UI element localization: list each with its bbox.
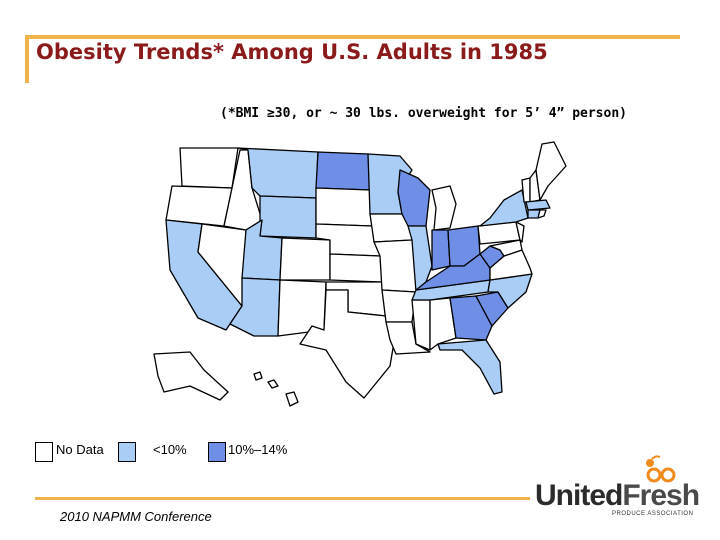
- state-wyoming: [259, 195, 317, 239]
- us-obesity-map: [153, 141, 567, 407]
- footer-rule: [35, 497, 685, 500]
- legend: No Data <10% 10%–14%: [30, 440, 300, 465]
- state-alaska: [153, 351, 229, 401]
- state-michigan: [431, 185, 457, 231]
- title-frame: [25, 35, 680, 85]
- state-arkansas: [381, 289, 417, 323]
- state-south-dakota: [315, 187, 373, 227]
- legend-label-no-data: No Data: [56, 442, 104, 457]
- page-subtitle: (*BMI ≥30, or ~ 30 lbs. overweight for 5…: [220, 106, 627, 121]
- state-new-york: [479, 189, 529, 227]
- legend-swatch-lt10: [118, 442, 136, 462]
- state-hawaii: [253, 371, 299, 407]
- conference-label: 2010 NAPMM Conference: [60, 509, 212, 524]
- state-north-dakota: [315, 151, 371, 191]
- state-indiana: [431, 229, 451, 271]
- state-texas: [299, 289, 397, 399]
- state-new-jersey: [515, 221, 525, 243]
- state-florida: [437, 339, 503, 395]
- legend-swatch-10-14: [208, 442, 226, 462]
- logo-tagline: PRODUCE ASSOCIATION: [612, 511, 694, 517]
- state-massachusetts: [525, 199, 551, 211]
- state-oregon: [165, 185, 233, 227]
- state-maryland: [489, 239, 523, 257]
- state-maine: [535, 141, 567, 201]
- title-left-rule: [25, 35, 29, 83]
- state-vermont: [521, 177, 531, 203]
- logo-wordmark: UnitedFresh: [535, 479, 700, 513]
- logo-word-united: United: [535, 479, 623, 512]
- legend-label-lt10: <10%: [153, 442, 187, 457]
- page-title: Obesity Trends* Among U.S. Adults in 198…: [36, 40, 548, 64]
- state-louisiana: [385, 321, 431, 355]
- legend-label-10-14: 10%–14%: [228, 442, 288, 457]
- logo-mark-icon: [646, 455, 676, 483]
- state-idaho: [223, 149, 263, 231]
- state-colorado: [279, 237, 331, 281]
- title-top-rule: [25, 35, 680, 39]
- legend-swatch-no-data: [35, 442, 53, 462]
- state-kansas: [329, 253, 383, 283]
- united-fresh-logo: UnitedFresh PRODUCE ASSOCIATION: [530, 455, 700, 525]
- logo-word-fresh: Fresh: [622, 479, 700, 512]
- state-washington: [179, 147, 239, 189]
- state-rhode-island: [537, 209, 547, 219]
